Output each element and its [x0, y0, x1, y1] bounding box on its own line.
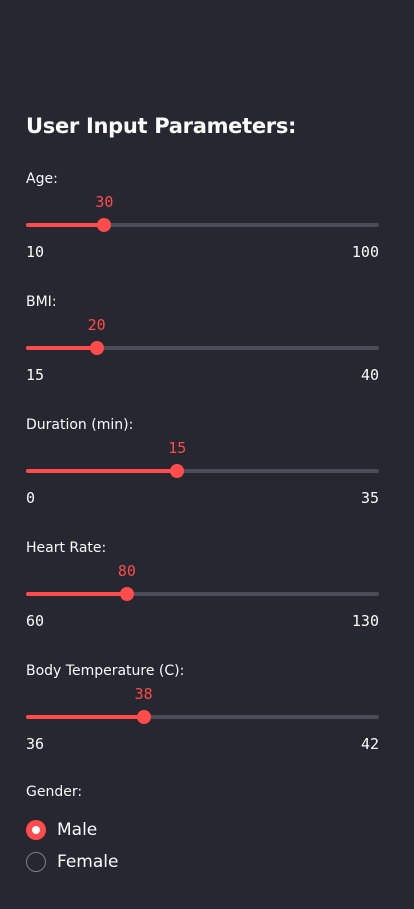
slider-track-fill — [26, 469, 178, 473]
slider-track-bmi[interactable]: 20 — [26, 316, 379, 356]
slider-max-duration: 35 — [360, 489, 379, 507]
slider-track-body-temperature[interactable]: 38 — [26, 685, 379, 725]
slider-thumb-age[interactable] — [97, 218, 112, 232]
slider-value-heart-rate: 80 — [117, 562, 136, 580]
slider-label-bmi: BMI: — [26, 294, 57, 310]
slider-value-bmi: 20 — [87, 316, 106, 334]
slider-max-heart-rate: 130 — [351, 612, 379, 630]
radio-button-male[interactable] — [26, 820, 46, 840]
slider-track-bg — [26, 715, 379, 719]
slider-label-age: Age: — [26, 171, 58, 187]
slider-track-age[interactable]: 30 — [26, 193, 379, 233]
slider-track-bg — [26, 346, 379, 350]
slider-track-bg — [26, 592, 379, 596]
slider-track-bg — [26, 223, 379, 227]
slider-min-age: 10 — [26, 243, 45, 261]
slider-track-fill — [26, 592, 127, 596]
radio-button-female[interactable] — [26, 852, 46, 872]
slider-label-heart-rate: Heart Rate: — [26, 540, 107, 556]
slider-value-duration: 15 — [168, 439, 187, 457]
slider-track-fill — [26, 715, 144, 719]
slider-value-body-temperature: 38 — [134, 685, 153, 703]
slider-track-heart-rate[interactable]: 80 — [26, 562, 379, 602]
radio-option-female[interactable]: Female — [26, 850, 118, 874]
slider-thumb-bmi[interactable] — [89, 341, 104, 355]
slider-bmi: BMI: 20 15 40 — [26, 294, 379, 404]
sidebar-heading: User Input Parameters: — [26, 114, 297, 138]
slider-min-bmi: 15 — [26, 366, 45, 384]
slider-max-age: 100 — [351, 243, 379, 261]
slider-track-fill — [26, 223, 105, 227]
slider-max-body-temperature: 42 — [360, 735, 379, 753]
slider-heart-rate: Heart Rate: 80 60 130 — [26, 540, 379, 650]
slider-min-duration: 0 — [26, 489, 36, 507]
slider-label-duration: Duration (min): — [26, 417, 134, 433]
slider-min-body-temperature: 36 — [26, 735, 45, 753]
slider-duration: Duration (min): 15 0 35 — [26, 417, 379, 527]
slider-thumb-duration[interactable] — [170, 464, 185, 478]
radio-label-male: Male — [57, 820, 98, 840]
radio-label-female: Female — [57, 852, 119, 872]
slider-body-temperature: Body Temperature (C): 38 36 42 — [26, 663, 379, 773]
radio-option-male[interactable]: Male — [26, 818, 97, 842]
slider-min-heart-rate: 60 — [26, 612, 45, 630]
slider-track-bg — [26, 469, 379, 473]
gender-label: Gender: — [26, 784, 83, 800]
slider-value-age: 30 — [95, 193, 114, 211]
slider-track-fill — [26, 346, 97, 350]
slider-thumb-body-temperature[interactable] — [136, 710, 151, 724]
slider-max-bmi: 40 — [360, 366, 379, 384]
slider-label-body-temperature: Body Temperature (C): — [26, 663, 185, 679]
slider-track-duration[interactable]: 15 — [26, 439, 379, 479]
slider-thumb-heart-rate[interactable] — [119, 587, 134, 601]
slider-age: Age: 30 10 100 — [26, 171, 379, 281]
